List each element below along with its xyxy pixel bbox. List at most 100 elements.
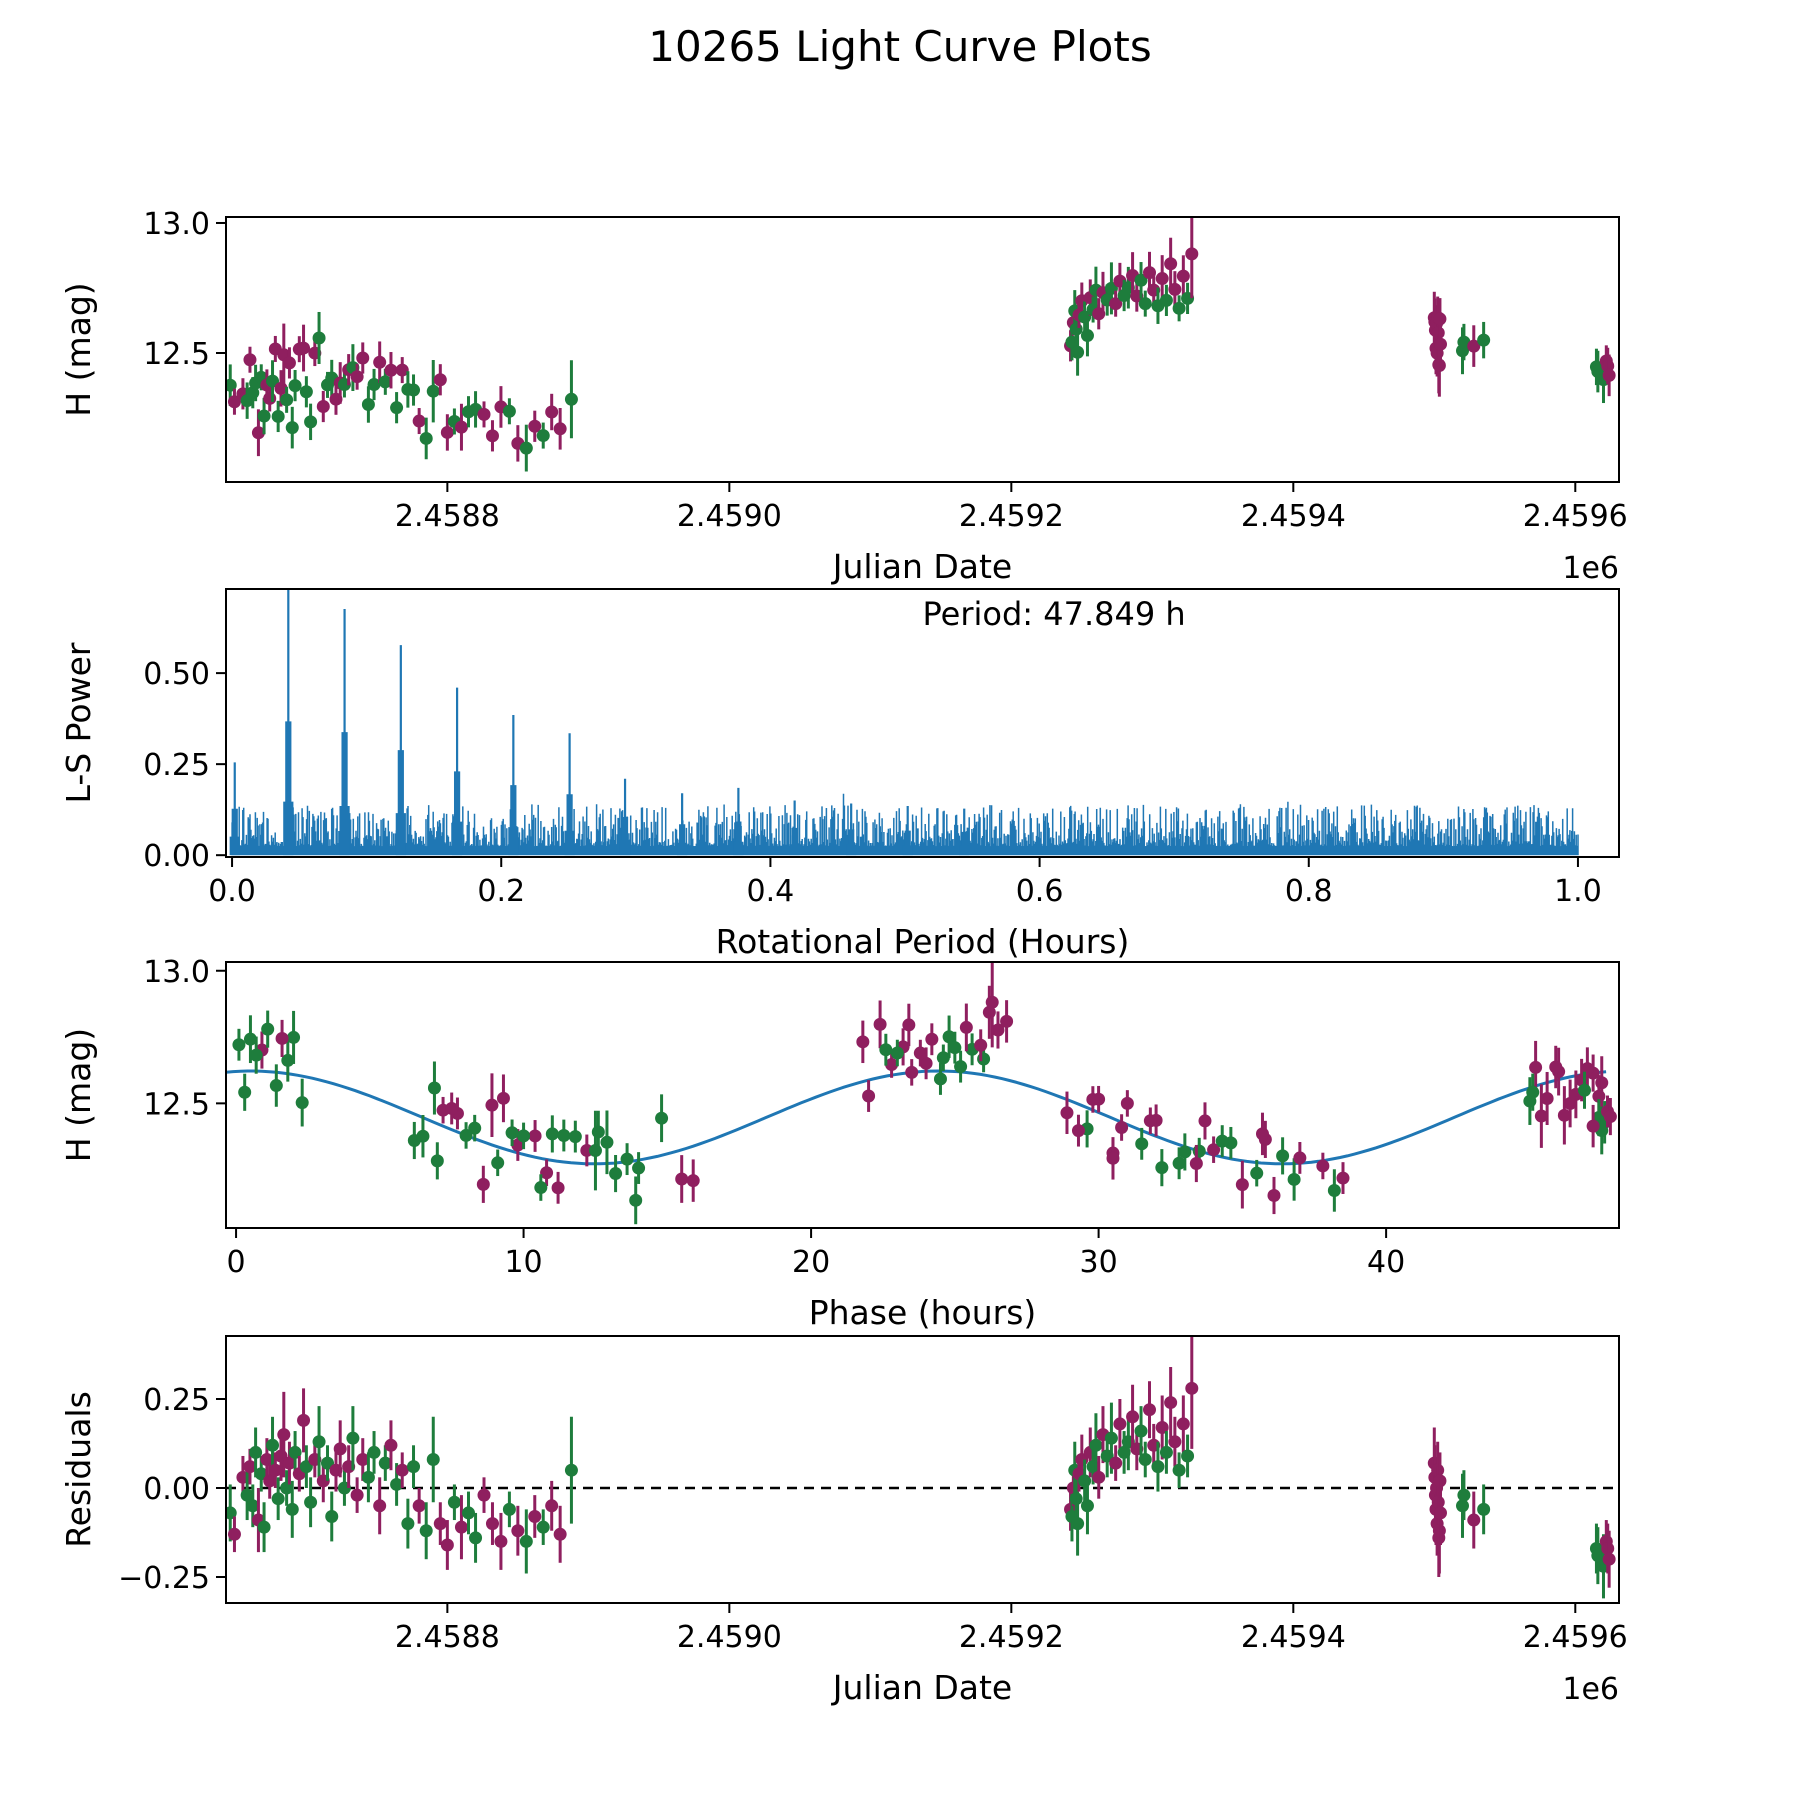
data-point [1164, 1396, 1178, 1410]
data-point [346, 1431, 360, 1445]
data-point [476, 1177, 490, 1191]
residuals-x-tick-label: 2.4596 [1523, 1620, 1628, 1655]
data-point [433, 1517, 447, 1531]
data-point [275, 1031, 289, 1045]
data-point [378, 375, 392, 389]
data-point [260, 1453, 274, 1467]
phase-x-tick-label: 30 [1080, 1245, 1118, 1280]
data-point [240, 1488, 254, 1502]
data-point [280, 1481, 294, 1495]
data-point [304, 1495, 318, 1509]
data-point [974, 1038, 988, 1052]
data-point [1181, 1449, 1195, 1463]
periodogram-y-axis-label: L-S Power [59, 642, 98, 803]
data-point [496, 1091, 510, 1105]
data-point [1235, 1178, 1249, 1192]
data-point [1172, 1156, 1186, 1170]
data-point [1580, 1062, 1594, 1076]
data-point [395, 363, 409, 377]
data-point [1327, 1183, 1341, 1197]
ls-power-peaks [229, 589, 970, 856]
data-point [287, 1030, 301, 1044]
data-point [1109, 297, 1123, 311]
data-point [367, 1445, 381, 1459]
residuals-x-tick-label: 2.4592 [959, 1620, 1064, 1655]
periodogram-plot-area [229, 589, 1579, 856]
data-point [913, 1046, 927, 1060]
data-point [295, 1096, 309, 1110]
jd-x-axis-offset-text: 1e6 [1562, 551, 1619, 586]
data-point [1080, 1499, 1094, 1513]
data-point [227, 1527, 241, 1541]
data-point [299, 385, 313, 399]
data-point [243, 1032, 257, 1046]
data-point [1159, 293, 1173, 307]
phase-x-tick-label: 0 [227, 1245, 246, 1280]
data-point [285, 421, 299, 435]
data-point [1109, 1456, 1123, 1470]
data-point [277, 1428, 291, 1442]
data-point [1287, 1172, 1301, 1186]
data-point [1000, 1014, 1014, 1028]
periodogram-x-axis-label: Rotational Period (Hours) [716, 922, 1130, 961]
data-point [378, 1456, 392, 1470]
data-point [1467, 339, 1481, 353]
data-point [564, 392, 578, 406]
data-point [288, 379, 302, 393]
data-point [1207, 1143, 1221, 1157]
data-point [412, 1499, 426, 1513]
periodogram-y-tick-label: 0.00 [143, 839, 210, 874]
data-point [536, 429, 550, 443]
data-point [232, 1038, 246, 1052]
data-point [1071, 1517, 1085, 1531]
data-point [263, 391, 277, 405]
data-point [609, 1167, 623, 1181]
data-point [1143, 1114, 1157, 1128]
periodogram-x-tick-label: 1.0 [1554, 874, 1602, 909]
data-point [373, 355, 387, 369]
data-point [312, 1435, 326, 1449]
data-point [551, 1181, 565, 1195]
data-point [447, 1495, 461, 1509]
residuals-x-tick-label: 2.4590 [677, 1620, 782, 1655]
data-point [1115, 1121, 1129, 1135]
residuals-x-tick-label: 2.4588 [395, 1620, 500, 1655]
data-point [1135, 1137, 1149, 1151]
data-point [412, 414, 426, 428]
data-point [902, 1018, 916, 1032]
data-point [1255, 1127, 1269, 1141]
data-point [517, 1129, 531, 1143]
data-point [257, 1520, 271, 1534]
data-point [427, 1081, 441, 1095]
data-point [280, 393, 294, 407]
data-point [384, 1438, 398, 1452]
periodogram-x-tick-label: 0.8 [1285, 874, 1333, 909]
data-point [1168, 282, 1182, 296]
data-point [1071, 345, 1085, 359]
phase-plot-area [226, 962, 1617, 1225]
data-point [485, 1517, 499, 1531]
data-point [246, 1499, 260, 1513]
data-point [620, 1152, 634, 1166]
phase-x-tick-label: 10 [504, 1245, 542, 1280]
data-point [407, 1134, 421, 1148]
data-point [553, 1527, 567, 1541]
data-point [297, 341, 311, 355]
data-point [1089, 1438, 1103, 1452]
periodogram-axes-frame [225, 588, 1620, 858]
residuals-y-axis-label: Residuals [59, 1391, 98, 1548]
data-point [271, 1492, 285, 1506]
data-point [985, 995, 999, 1009]
data-point [266, 1438, 280, 1452]
data-point [226, 1506, 237, 1520]
data-point [977, 1052, 991, 1066]
periodogram-x-tick-label: 0.0 [208, 874, 256, 909]
data-point [282, 1456, 296, 1470]
data-point [1198, 1114, 1212, 1128]
data-point [1176, 1417, 1190, 1431]
data-point [959, 1020, 973, 1034]
data-point [1159, 1445, 1173, 1459]
data-point [485, 429, 499, 443]
data-point [282, 356, 296, 370]
